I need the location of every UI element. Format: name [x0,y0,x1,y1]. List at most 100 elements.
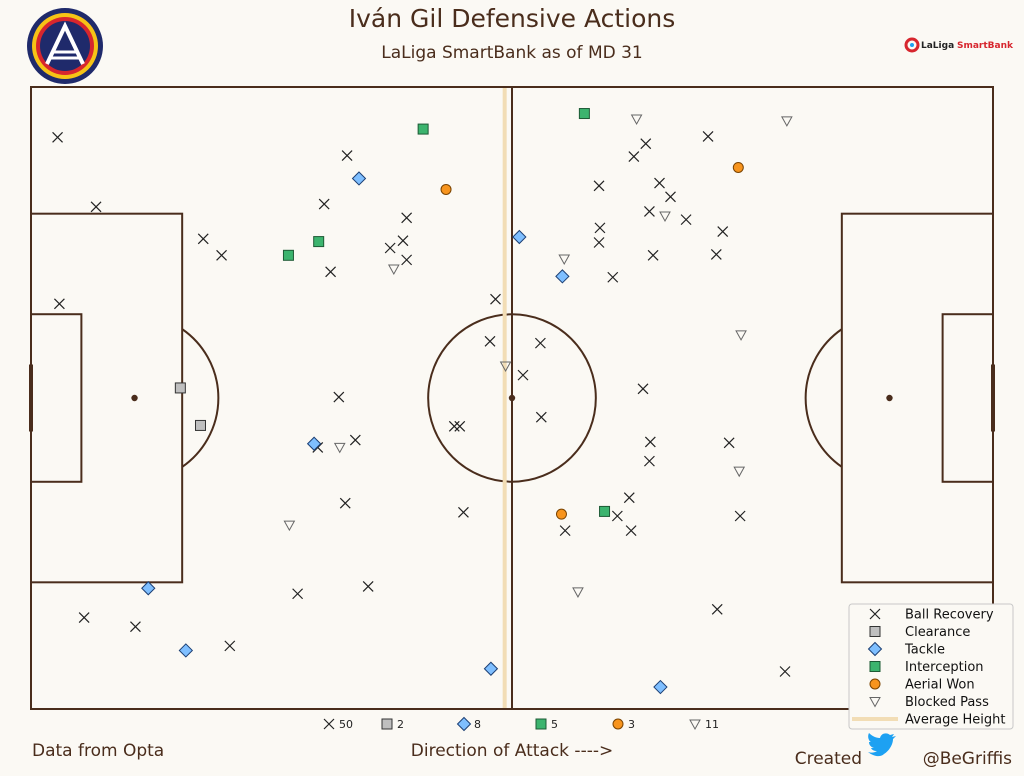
ball-recovery-point [723,437,735,449]
tackle-point [178,643,194,658]
blocked-pass-point [659,211,671,223]
ball-recovery-point [216,249,227,261]
league-logo-text-a: LaLiga [921,41,954,51]
twitter-handle: @BeGriffis [923,749,1012,769]
left-penalty-arc [181,328,220,468]
right-six-yard-box [941,313,994,483]
left-penalty-box [30,212,184,584]
defensive-action-marks [52,108,793,695]
ball-recovery-point [401,254,413,266]
left-six-yard-box [30,313,83,483]
interception-count-marker [535,718,547,730]
ball-recovery-point [611,510,623,522]
ball-recovery-point [559,525,571,537]
aerial-won-count: 3 [628,718,635,731]
ball-recovery-point [593,180,605,192]
ball-recovery-point [53,298,65,310]
tackle-point [141,581,156,596]
legend-blocked-pass-marker [869,697,881,708]
ball-recovery-point [607,271,619,283]
ball-recovery-point [448,420,460,432]
ball-recovery-point [454,420,466,432]
chart-title: Iván Gil Defensive Actions [349,4,676,33]
ball-recovery-point [339,497,351,509]
direction-of-attack: Direction of Attack ----> [411,741,613,761]
ball-recovery-point [197,233,209,245]
chart-subtitle: LaLiga SmartBank as of MD 31 [381,43,642,63]
tackle-point [555,269,570,284]
ball-recovery-point [534,337,546,349]
interception-point [599,505,611,517]
ball-recovery-point [90,201,102,213]
ball-recovery-point [628,151,640,162]
blocked-pass-point [733,466,746,478]
legend-tackle-label: Tackle [904,643,945,658]
ball-recovery-point [717,226,729,237]
twitter-bird-icon [868,733,896,757]
legend-blocked-pass-label: Blocked Pass [905,695,989,710]
aerial-won-count-marker [612,718,624,730]
ball-recovery-point [52,131,63,143]
ball-recovery-point [593,237,605,248]
ball-recovery-count: 50 [339,718,353,731]
right-penalty-spot [886,394,893,402]
blocked-pass-point [558,254,571,265]
pitch [29,86,995,710]
ball-recovery-point [594,222,606,234]
legend-ball-recovery-marker [869,608,881,620]
ball-recovery-point [535,411,547,423]
ball-recovery-point [702,130,714,142]
legend-aerial-won-label: Aerial Won [905,678,975,693]
ball-recovery-point [78,612,90,623]
legend-average-height-label: Average Height [905,713,1006,728]
ball-recovery-point [711,603,723,615]
ball-recovery-point [623,492,635,504]
ball-recovery-point [490,293,501,305]
ball-recovery-point [130,621,141,633]
blocked-pass-point [387,264,400,276]
ball-recovery-point [401,212,413,224]
ball-recovery-point [710,248,722,260]
tackle-point [653,679,668,695]
legend-ball-recovery-label: Ball Recovery [905,608,994,623]
ball-recovery-point [341,150,353,162]
tackle-point [483,661,499,676]
ball-recovery-point [349,434,361,446]
ball-recovery-point [734,510,746,522]
club-crest-icon [27,8,103,84]
ball-recovery-count-marker [323,718,335,730]
interception-point [417,123,429,135]
ball-recovery-point [644,436,656,448]
legend-clearance-marker [869,626,881,637]
created-label: Created [795,749,862,769]
laliga-smartbank-logo: LaLiga SmartBank [904,37,1014,53]
blocked-pass-point [630,114,643,126]
legend-tackle-marker [867,641,883,657]
blocked-pass-point [333,442,346,454]
aerial-won-point [732,161,744,173]
tackle-point [351,171,367,186]
ball-recovery-point [458,506,469,518]
ball-recovery-point [665,191,676,203]
ball-recovery-point [333,391,345,403]
ball-recovery-point [625,525,637,537]
ball-recovery-point [362,581,374,592]
ball-recovery-point [318,198,330,210]
tackle-count-marker [456,716,472,732]
league-logo-text-b: SmartBank [957,41,1014,51]
clearance-count: 2 [397,718,404,731]
left-penalty-spot [131,394,138,402]
aerial-won-point [440,183,452,195]
interception-count: 5 [551,718,558,731]
data-source: Data from Opta [32,741,164,761]
tackle-count: 8 [474,718,481,731]
blocked-pass-count-marker [689,719,701,731]
center-spot [508,394,516,402]
legend: Ball Recovery Clearance Tackle Interception… [848,603,1014,730]
ball-recovery-point [397,235,409,247]
clearance-point [174,382,186,394]
interception-point [578,108,590,120]
legend-aerial-won-marker [869,678,881,690]
blocked-pass-point [572,587,584,598]
